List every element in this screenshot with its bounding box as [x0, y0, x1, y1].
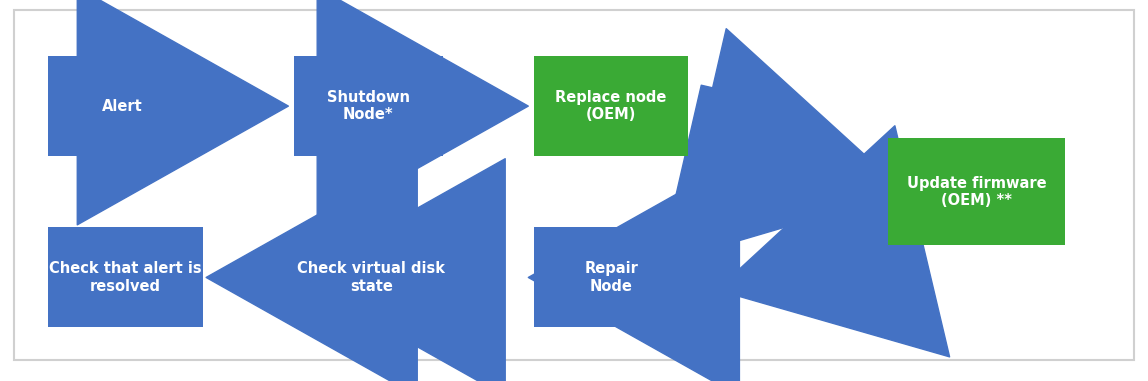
Text: Alert: Alert — [102, 99, 144, 114]
Text: Update firmware
(OEM) **: Update firmware (OEM) ** — [907, 176, 1047, 208]
FancyBboxPatch shape — [294, 227, 449, 327]
Text: Check that alert is
resolved: Check that alert is resolved — [49, 261, 202, 294]
Text: Repair
Node: Repair Node — [584, 261, 638, 294]
FancyBboxPatch shape — [534, 227, 689, 327]
FancyBboxPatch shape — [534, 56, 689, 156]
Text: Shutdown
Node*: Shutdown Node* — [327, 90, 410, 122]
FancyBboxPatch shape — [48, 56, 197, 156]
FancyBboxPatch shape — [889, 138, 1065, 245]
Text: Check virtual disk
state: Check virtual disk state — [297, 261, 445, 294]
FancyBboxPatch shape — [294, 56, 443, 156]
FancyBboxPatch shape — [48, 227, 203, 327]
Text: Replace node
(OEM): Replace node (OEM) — [556, 90, 667, 122]
